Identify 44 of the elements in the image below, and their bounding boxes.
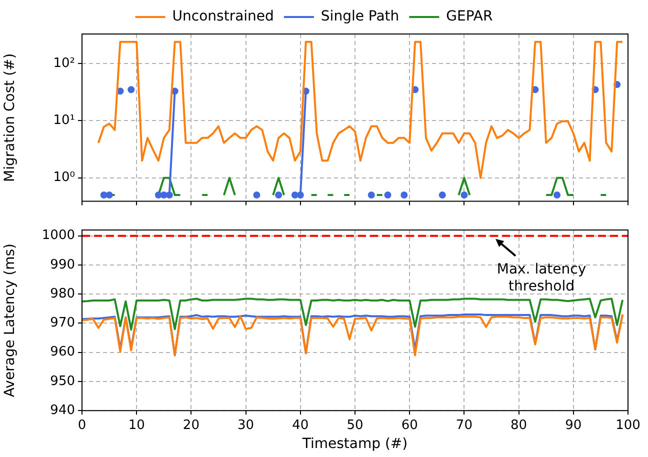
point bbox=[154, 192, 162, 199]
x-tick-label: 100 bbox=[616, 418, 640, 433]
point bbox=[128, 86, 135, 94]
point bbox=[160, 192, 168, 199]
point bbox=[100, 192, 108, 199]
point bbox=[296, 192, 304, 199]
point bbox=[400, 192, 408, 199]
y-tick-label: 970 bbox=[50, 316, 75, 331]
point bbox=[368, 192, 375, 199]
y-tick-label: 960 bbox=[50, 344, 75, 360]
x-tick-label: 20 bbox=[182, 418, 200, 433]
y-tick-label: 1000 bbox=[42, 228, 75, 244]
x-tick-label: 60 bbox=[401, 418, 418, 433]
y-tick-label: 950 bbox=[50, 374, 75, 389]
point bbox=[291, 192, 298, 199]
x-tick-label: 90 bbox=[565, 418, 582, 433]
y-axis-title: Migration Cost (#) bbox=[2, 53, 18, 182]
x-tick-label: 70 bbox=[456, 418, 472, 433]
legend-label: Unconstrained bbox=[172, 8, 274, 25]
x-tick-label: 0 bbox=[78, 418, 86, 433]
x-tick-label: 40 bbox=[292, 418, 309, 433]
y-tick-label: 10² bbox=[53, 56, 75, 71]
point bbox=[275, 192, 282, 199]
legend-label: GEPAR bbox=[446, 8, 493, 25]
point bbox=[253, 192, 260, 199]
point bbox=[460, 192, 468, 199]
y-tick-label: 990 bbox=[50, 257, 75, 272]
point bbox=[554, 192, 561, 199]
legend-label: Single Path bbox=[320, 8, 400, 25]
point bbox=[438, 192, 446, 199]
y-tick-label: 10¹ bbox=[53, 113, 75, 128]
x-axis-title: Timestamp (#) bbox=[301, 436, 408, 452]
point bbox=[384, 192, 392, 199]
annotation: Max. latency threshold bbox=[496, 261, 586, 294]
y-tick-label: 940 bbox=[50, 402, 75, 418]
point bbox=[166, 192, 173, 199]
x-tick-label: 50 bbox=[346, 418, 364, 433]
point bbox=[106, 192, 113, 199]
y-axis-title: Average Latency (ms) bbox=[2, 244, 18, 398]
y-tick-label: 980 bbox=[50, 286, 75, 302]
y-tick-label: 10⁰ bbox=[53, 170, 75, 186]
x-tick-label: 80 bbox=[510, 418, 528, 433]
x-tick-label: 30 bbox=[238, 418, 254, 433]
x-tick-label: 10 bbox=[128, 418, 145, 433]
